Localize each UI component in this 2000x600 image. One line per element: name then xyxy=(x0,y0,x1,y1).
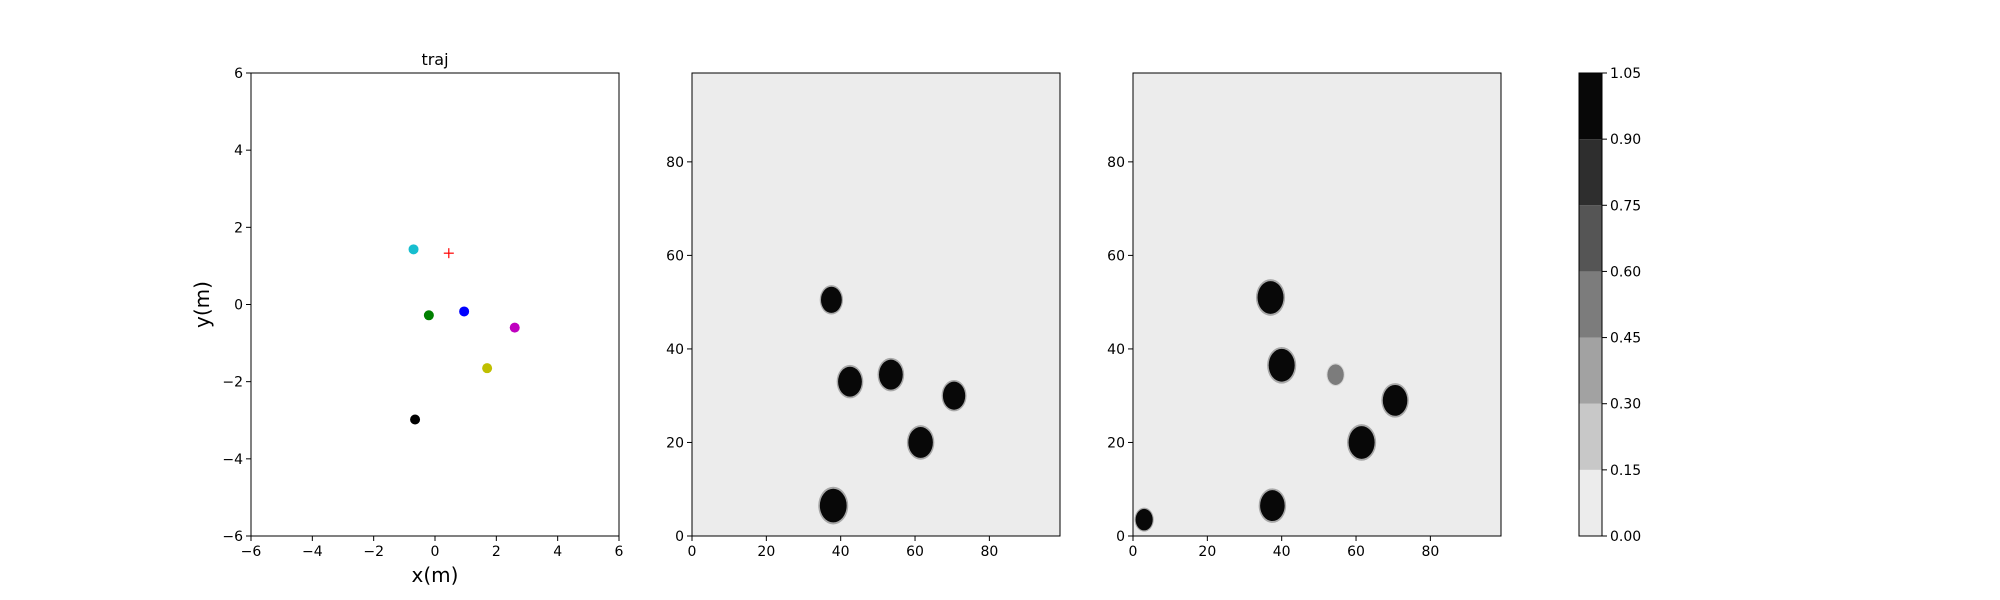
colorbar-frame xyxy=(1578,72,1603,537)
heatmap-blob xyxy=(1257,281,1284,314)
y-tick-label: 20 xyxy=(1107,435,1125,451)
occupancy-heatmap-1: 0 20 40 60 80 0 20 40 60 80 xyxy=(666,72,1061,560)
agent-point xyxy=(482,363,493,374)
x-axis-label: x(m) xyxy=(412,563,459,587)
x-tick-label: −6 xyxy=(241,544,262,560)
x-tick-label: 40 xyxy=(832,544,850,560)
heatmap-blob xyxy=(838,366,862,397)
colorbar-band xyxy=(1579,337,1602,404)
x-tick-label: −4 xyxy=(302,544,323,560)
y-tick-label: 20 xyxy=(666,435,684,451)
y-tick-label: 40 xyxy=(1107,342,1125,358)
colorbar-tick-label: 0.30 xyxy=(1610,397,1641,413)
plot-background xyxy=(251,73,619,536)
y-tick-label: 40 xyxy=(666,342,684,358)
colorbar-band xyxy=(1579,139,1602,206)
x-tick-label: 40 xyxy=(1273,544,1291,560)
y-tick-label: −4 xyxy=(222,452,243,468)
trajectory-plot: −6 −4 −2 0 2 4 6 −6 −4 −2 0 2 4 6 traj x(m) y(m) xyxy=(190,50,624,587)
heatmap-blob xyxy=(820,286,842,313)
y-tick-label: 80 xyxy=(666,155,684,171)
x-tick-label: 80 xyxy=(1421,544,1439,560)
heatmap-blob xyxy=(1268,348,1295,382)
heatmap-background xyxy=(1133,73,1501,536)
heatmap-blob xyxy=(1348,426,1375,459)
x-tick-label: 2 xyxy=(492,544,501,560)
y-tick-label: 60 xyxy=(1107,248,1125,264)
colorbar-tick-label: 1.05 xyxy=(1610,66,1641,82)
agent-point xyxy=(410,414,421,425)
heatmap-blob xyxy=(1382,384,1408,416)
colorbar-tick-label: 0.90 xyxy=(1610,132,1641,148)
x-tick-label: 20 xyxy=(757,544,775,560)
x-tick-label: 60 xyxy=(906,544,924,560)
colorbar-tick-label: 0.60 xyxy=(1610,264,1641,280)
plot-frame xyxy=(691,72,1061,537)
agent-point xyxy=(408,244,419,255)
heatmap-blob xyxy=(878,359,903,390)
colorbar-tick-label: 0.45 xyxy=(1610,331,1641,347)
heatmap-blob xyxy=(1135,508,1153,531)
x-tick-label: 0 xyxy=(1129,544,1138,560)
x-tick-label: 0 xyxy=(688,544,697,560)
y-tick-label: 80 xyxy=(1107,155,1125,171)
target-marker xyxy=(443,248,454,259)
x-tick-label: −2 xyxy=(363,544,384,560)
heatmap-blob xyxy=(1327,364,1344,385)
y-tick-label: −2 xyxy=(222,375,243,391)
x-tick-label: 4 xyxy=(553,544,562,560)
heatmap-blob xyxy=(819,488,847,523)
x-tick-label: 60 xyxy=(1347,544,1365,560)
x-tick-label: 6 xyxy=(615,544,624,560)
y-tick-label: −6 xyxy=(222,529,243,545)
plot-frame xyxy=(1132,72,1502,537)
y-tick-label: 0 xyxy=(1116,529,1125,545)
occupancy-heatmap-2: 0 20 40 60 80 0 20 40 60 80 xyxy=(1107,72,1502,560)
y-tick-label: 2 xyxy=(234,220,243,236)
colorbar-band xyxy=(1579,205,1602,272)
y-tick-label: 0 xyxy=(675,529,684,545)
colorbar-band xyxy=(1579,73,1602,140)
x-tick-label: 20 xyxy=(1198,544,1216,560)
y-tick-label: 4 xyxy=(234,143,243,159)
chart-title: traj xyxy=(421,50,448,69)
x-tick-label: 0 xyxy=(431,544,440,560)
heatmap-blob xyxy=(1260,490,1285,522)
colorbar-band xyxy=(1579,403,1602,470)
colorbar-band xyxy=(1579,469,1602,536)
heatmap-blob xyxy=(908,427,933,458)
agent-point xyxy=(459,306,470,317)
agent-point xyxy=(509,322,520,333)
heatmap-blob xyxy=(942,381,966,410)
heatmap-background xyxy=(692,73,1060,536)
colorbar-band xyxy=(1579,271,1602,338)
colorbar-tick-label: 0.00 xyxy=(1610,529,1641,545)
y-tick-label: 60 xyxy=(666,248,684,264)
plot-frame xyxy=(250,72,620,537)
y-axis-label: y(m) xyxy=(190,281,214,328)
y-tick-label: 0 xyxy=(234,298,243,314)
colorbar: 0.00 0.15 0.30 0.45 0.60 0.75 0.90 1.05 xyxy=(1578,66,1641,545)
agent-point xyxy=(423,310,434,321)
x-tick-label: 80 xyxy=(980,544,998,560)
y-tick-label: 6 xyxy=(234,66,243,82)
colorbar-tick-label: 0.75 xyxy=(1610,198,1641,214)
colorbar-tick-label: 0.15 xyxy=(1610,463,1641,479)
